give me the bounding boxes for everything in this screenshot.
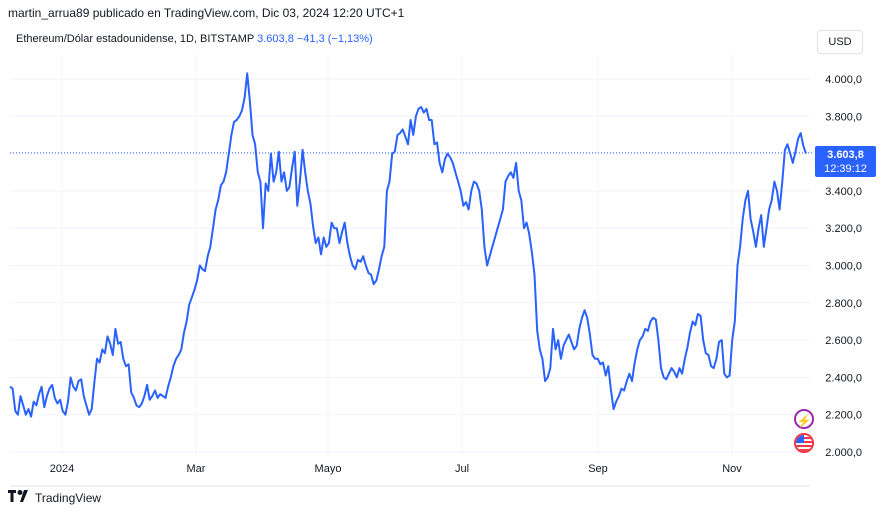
price-series-line (9, 72, 807, 418)
footer[interactable]: TradingView (8, 490, 101, 505)
change-value: −41,3 (−1,13%) (296, 33, 373, 45)
currency-button[interactable]: USD (817, 30, 863, 54)
y-tick-label: 3.800,0 (825, 111, 862, 123)
brand-label: TradingView (35, 490, 102, 505)
last-price-tag: 3.603,8 12:39:12 (815, 146, 876, 177)
x-axis-labels: 2024 Mar Mayo Jul Sep Nov (50, 463, 743, 475)
us-flag-icon[interactable] (794, 433, 814, 453)
y-tick-label: 3.200,0 (825, 223, 862, 235)
grid-lines (10, 55, 810, 455)
x-tick-label: Jul (455, 463, 469, 475)
x-tick-label: Sep (588, 463, 608, 475)
y-axis-labels: 4.000,03.800,03.600,03.400,03.200,03.000… (825, 74, 862, 459)
chart-legend[interactable]: Ethereum/Dólar estadounidense, 1D, BITST… (16, 33, 373, 45)
price-tag-countdown: 12:39:12 (824, 163, 867, 175)
tradingview-logo-icon (8, 490, 30, 505)
y-tick-label: 2.000,0 (825, 447, 862, 459)
x-tick-label: 2024 (50, 463, 74, 475)
y-tick-label: 2.400,0 (825, 372, 862, 384)
y-tick-label: 2.200,0 (825, 410, 862, 422)
last-value: 3.603,8 (257, 33, 294, 45)
attribution-text: martin_arrua89 publicado en TradingView.… (8, 6, 405, 20)
lightning-icon[interactable]: ⚡ (794, 409, 814, 429)
y-tick-label: 2.800,0 (825, 298, 862, 310)
y-tick-label: 3.000,0 (825, 261, 862, 273)
y-tick-label: 2.600,0 (825, 335, 862, 347)
price-tag-value: 3.603,8 (827, 149, 864, 161)
x-tick-label: Mar (187, 463, 206, 475)
y-tick-label: 3.400,0 (825, 186, 862, 198)
y-tick-label: 4.000,0 (825, 74, 862, 86)
x-tick-label: Mayo (315, 463, 342, 475)
symbol-label: Ethereum/Dólar estadounidense, 1D, BITST… (16, 33, 255, 45)
x-tick-label: Nov (722, 463, 742, 475)
